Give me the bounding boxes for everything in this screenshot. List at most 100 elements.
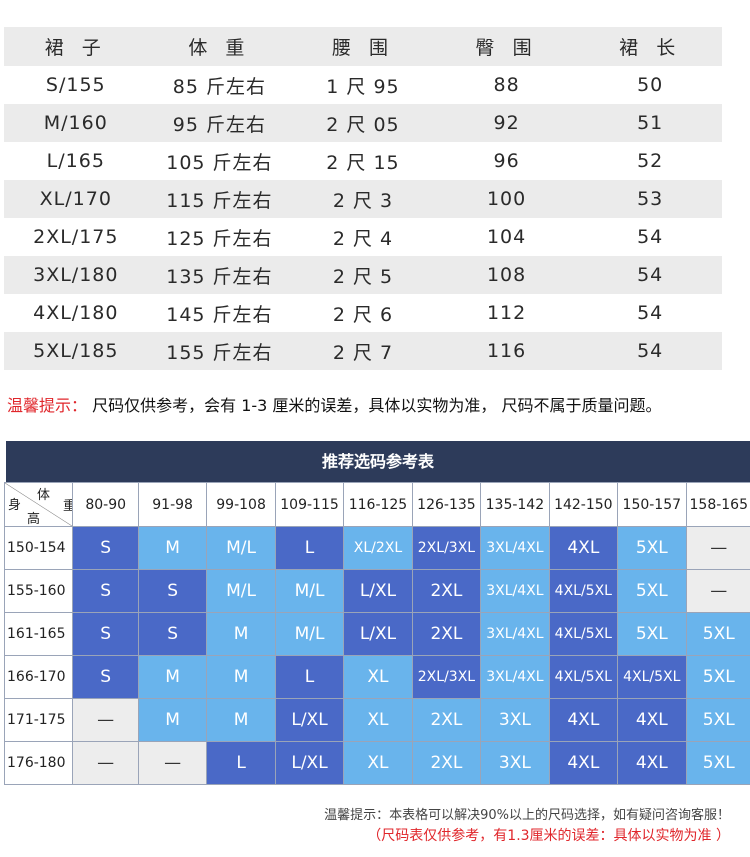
size-row: 3XL/180 135 斤左右 2 尺 5 108 54 <box>4 256 722 294</box>
footer-line-1: 温馨提示：本表格可以解决90%以上的尺码选择，如有疑问咨询客服！ <box>324 808 730 823</box>
size-cell: S/155 <box>4 66 148 104</box>
size-header-cell: 裙 长 <box>578 27 722 66</box>
size-recommend-cell: L <box>274 526 345 570</box>
size-recommend-cell: XL <box>343 741 413 785</box>
size-recommend-cell: 2XL <box>411 741 482 785</box>
size-recommend-cell: M <box>206 698 276 742</box>
size-cell: 1 尺 95 <box>291 66 435 104</box>
size-recommend-cell: L <box>206 741 276 785</box>
size-cell: 100 <box>434 180 579 218</box>
size-cell: 2XL/175 <box>4 218 148 256</box>
size-recommend-cell: 4XL/5XL <box>548 612 619 656</box>
size-cell: 85 斤左右 <box>147 66 292 104</box>
weight-range-cell: 99-108 <box>206 482 276 527</box>
size-recommend-cell: 5XL <box>685 655 750 699</box>
size-recommend-cell: 2XL/3XL <box>411 526 482 570</box>
size-recommend-cell: 3XL <box>480 741 550 785</box>
size-recommend-cell: 3XL/4XL <box>480 526 550 570</box>
size-cell: 54 <box>578 332 722 370</box>
weight-range-cell: 80-90 <box>72 482 139 527</box>
weight-range-cell: 135-142 <box>480 482 550 527</box>
size-recommend-cell: L <box>274 655 345 699</box>
size-cell: 135 斤左右 <box>147 256 292 294</box>
size-recommend-cell: 2XL <box>411 698 482 742</box>
size-row: 2XL/175 125 斤左右 2 尺 4 104 54 <box>4 218 722 256</box>
size-cell: 2 尺 15 <box>291 142 435 180</box>
size-cell: 145 斤左右 <box>147 294 292 332</box>
size-recommend-cell: XL/2XL <box>343 526 413 570</box>
footer-note: 温馨提示：本表格可以解决90%以上的尺码选择，如有疑问咨询客服！ （尺码表仅供参… <box>324 806 730 846</box>
weight-range-cell: 91-98 <box>137 482 208 527</box>
corner-height: 身 <box>8 498 22 513</box>
height-range-cell: 171-175 <box>3 698 74 742</box>
size-recommend-cell: S <box>72 655 139 699</box>
size-recommend-cell: L/XL <box>343 612 413 656</box>
size-recommend-cell: M <box>206 655 276 699</box>
size-recommend-cell: 4XL <box>548 698 619 742</box>
size-recommend-cell: M/L <box>206 526 276 570</box>
height-range-cell: 155-160 <box>3 569 74 613</box>
size-recommend-cell: XL <box>343 655 413 699</box>
size-recommend-cell: L/XL <box>343 569 413 613</box>
size-recommend-cell: — <box>685 569 750 613</box>
weight-range-cell: 158-165 <box>685 482 750 527</box>
size-header-row: 裙 子体 重腰 围臀 围裙 长 <box>4 27 722 66</box>
size-cell: 53 <box>578 180 722 218</box>
chart-title: 推荐选码参考表 <box>6 441 750 482</box>
height-row: 150-154 S M M/L L XL/2XL 2XL/3XL 3XL/4XL 4XL 5XL — <box>3 526 750 570</box>
size-row: M/160 95 斤左右 2 尺 05 92 51 <box>4 104 722 142</box>
size-cell: 4XL/180 <box>4 294 148 332</box>
size-header-cell: 腰 围 <box>291 27 435 66</box>
size-recommend-cell: S <box>137 569 208 613</box>
size-recommend-cell: 5XL <box>685 612 750 656</box>
size-recommend-cell: M <box>137 526 208 570</box>
size-cell: 2 尺 5 <box>291 256 435 294</box>
size-recommend-cell: M <box>206 612 276 656</box>
size-recommend-cell: — <box>137 741 208 785</box>
height-row: 176-180— — L L/XL XL 2XL 3XL 4XL 4XL 5XL <box>3 741 750 785</box>
size-recommend-cell: 4XL <box>548 526 619 570</box>
size-cell: 92 <box>434 104 579 142</box>
height-row: 171-175— M M L/XL XL 2XL 3XL 4XL 4XL 5XL <box>3 698 750 742</box>
size-header-cell: 体 重 <box>147 27 292 66</box>
size-recommend-cell: M <box>137 655 208 699</box>
size-recommend-cell: — <box>72 698 139 742</box>
size-recommend-cell: S <box>137 612 208 656</box>
size-row: 5XL/185 155 斤左右 2 尺 7 116 54 <box>4 332 722 370</box>
size-cell: 104 <box>434 218 579 256</box>
size-recommend-cell: 4XL/5XL <box>548 569 619 613</box>
weight-header-row: 体 重 身 高 80-9091-9899-108109-115116-12512… <box>3 482 750 527</box>
size-cell: 2 尺 6 <box>291 294 435 332</box>
size-recommend-cell: 3XL <box>480 698 550 742</box>
size-cell: 105 斤左右 <box>147 142 292 180</box>
size-table: 裙 子体 重腰 围臀 围裙 长 S/155 85 斤左右 1 尺 95 88 50 M/16… <box>4 27 722 370</box>
size-cell: M/160 <box>4 104 148 142</box>
size-row: 4XL/180 145 斤左右 2 尺 6 112 54 <box>4 294 722 332</box>
size-recommend-cell: 4XL/5XL <box>548 655 619 699</box>
size-recommend-cell: 3XL/4XL <box>480 655 550 699</box>
recommend-grid: 体 重 身 高 80-9091-9899-108109-115116-12512… <box>3 482 750 785</box>
size-cell: 5XL/185 <box>4 332 148 370</box>
size-recommend-cell: 4XL <box>548 741 619 785</box>
size-recommend-cell: 5XL <box>617 526 687 570</box>
size-cell: 54 <box>578 256 722 294</box>
size-recommend-cell: 2XL <box>411 612 482 656</box>
size-recommend-cell: — <box>72 741 139 785</box>
corner-weight2: 重 <box>63 495 72 514</box>
weight-range-cell: 109-115 <box>274 482 345 527</box>
size-cell: 52 <box>578 142 722 180</box>
recommend-size-chart: 推荐选码参考表 体 重 身 高 80-9091-9899-108109-1151… <box>3 441 750 785</box>
size-recommend-cell: M <box>137 698 208 742</box>
size-recommend-cell: S <box>72 526 139 570</box>
height-row: 166-170 S M M L XL 2XL/3XL 3XL/4XL 4XL/5XL 4XL/5X… <box>3 655 750 699</box>
corner-height2: 高 <box>27 512 41 527</box>
size-row: XL/170 115 斤左右 2 尺 3 100 53 <box>4 180 722 218</box>
height-range-cell: 176-180 <box>3 741 74 785</box>
size-cell: 54 <box>578 294 722 332</box>
size-recommend-cell: 5XL <box>617 569 687 613</box>
size-cell: 115 斤左右 <box>147 180 292 218</box>
size-recommend-cell: 4XL <box>617 698 687 742</box>
height-range-cell: 161-165 <box>3 612 74 656</box>
weight-range-cell: 116-125 <box>343 482 413 527</box>
size-cell: 112 <box>434 294 579 332</box>
